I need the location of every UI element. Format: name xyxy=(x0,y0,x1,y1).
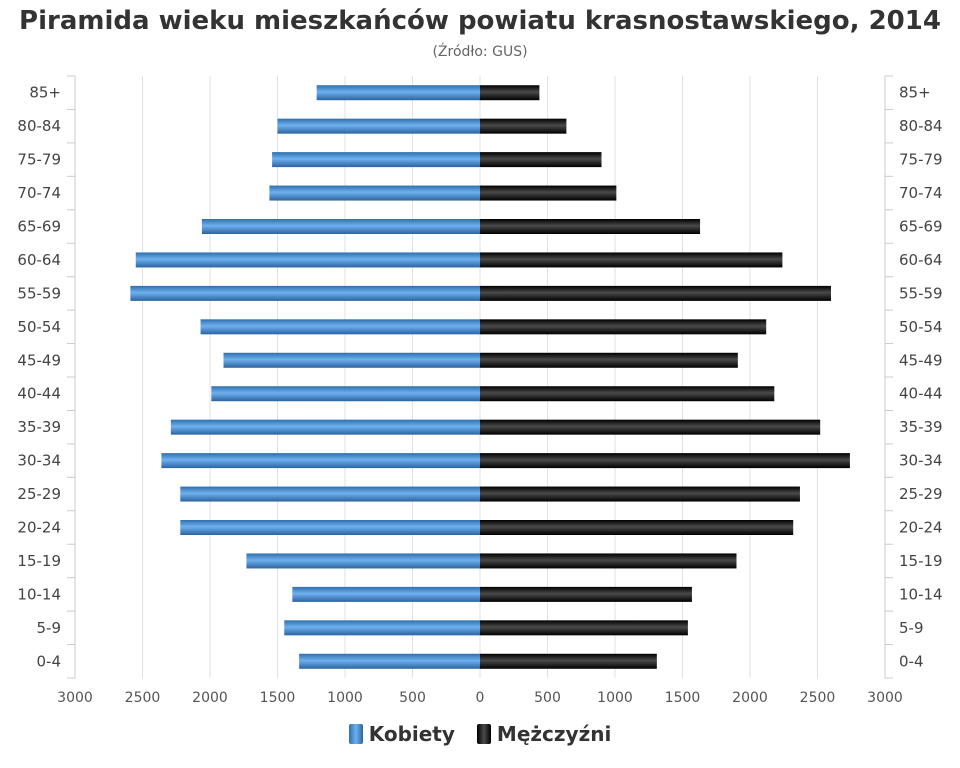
category-label-left: 5-9 xyxy=(37,619,62,637)
bar-mezczyzni xyxy=(480,520,794,535)
category-label-left: 15-19 xyxy=(17,552,61,570)
x-tick-label: 2500 xyxy=(800,690,836,706)
legend-label-kobiety: Kobiety xyxy=(368,722,455,746)
category-label-right: 35-39 xyxy=(899,418,943,436)
bar-kobiety xyxy=(211,386,480,402)
category-label-left: 70-74 xyxy=(17,184,61,202)
bar-mezczyzni xyxy=(480,152,602,168)
bar-kobiety xyxy=(316,85,480,101)
bar-mezczyzni xyxy=(480,219,701,234)
category-label-left: 80-84 xyxy=(17,117,61,135)
bar-mezczyzni xyxy=(480,85,540,101)
category-label-right: 30-34 xyxy=(899,452,943,470)
legend-item-kobiety[interactable]: Kobiety xyxy=(348,722,455,746)
category-label-right: 20-24 xyxy=(899,519,943,537)
category-label-left: 55-59 xyxy=(17,284,61,302)
bar-kobiety xyxy=(201,219,480,234)
category-label-left: 60-64 xyxy=(17,251,61,269)
bar-mezczyzni xyxy=(480,386,775,402)
x-tick-label: 1000 xyxy=(597,690,633,706)
bar-mezczyzni xyxy=(480,118,567,134)
chart-subtitle: (Źródło: GUS) xyxy=(432,44,528,60)
category-label-right: 70-74 xyxy=(899,184,943,202)
category-label-right: 5-9 xyxy=(899,619,924,637)
bar-kobiety xyxy=(161,453,480,469)
category-label-left: 10-14 xyxy=(17,585,61,603)
category-label-right: 60-64 xyxy=(899,251,943,269)
category-label-right: 85+ xyxy=(899,84,931,102)
bar-mezczyzni xyxy=(480,319,767,335)
category-label-left: 0-4 xyxy=(37,652,62,670)
bar-kobiety xyxy=(292,586,480,602)
category-label-right: 80-84 xyxy=(899,117,943,135)
legend-swatch-kobiety xyxy=(348,724,363,744)
category-label-right: 55-59 xyxy=(899,284,943,302)
bar-kobiety xyxy=(180,486,481,502)
bar-mezczyzni xyxy=(480,419,821,435)
bar-mezczyzni xyxy=(480,486,800,502)
bar-mezczyzni xyxy=(480,285,831,301)
bar-kobiety xyxy=(246,553,480,569)
category-label-right: 65-69 xyxy=(899,218,943,236)
bar-mezczyzni xyxy=(480,586,692,602)
category-label-right: 0-4 xyxy=(899,652,924,670)
x-tick-label: 500 xyxy=(399,690,426,706)
bar-kobiety xyxy=(170,419,480,435)
x-tick-label: 3000 xyxy=(867,690,903,706)
bar-kobiety xyxy=(299,653,480,669)
bar-kobiety xyxy=(135,252,480,268)
legend: Kobiety Mężczyźni xyxy=(0,722,960,746)
bar-kobiety xyxy=(284,620,480,636)
x-tick-label: 2000 xyxy=(732,690,768,706)
bar-mezczyzni xyxy=(480,453,850,469)
x-tick-label: 3000 xyxy=(57,690,93,706)
bar-kobiety xyxy=(130,285,480,301)
bar-mezczyzni xyxy=(480,653,657,669)
category-label-right: 75-79 xyxy=(899,151,943,169)
bar-kobiety xyxy=(272,152,480,168)
category-label-right: 25-29 xyxy=(899,485,943,503)
x-tick-label: 0 xyxy=(476,690,485,706)
chart-title: Piramida wieku mieszkańców powiatu krasn… xyxy=(19,6,941,36)
category-label-left: 20-24 xyxy=(17,519,61,537)
category-label-right: 45-49 xyxy=(899,351,943,369)
x-tick-label: 2500 xyxy=(125,690,161,706)
category-label-right: 10-14 xyxy=(899,585,943,603)
bar-kobiety xyxy=(223,352,480,368)
x-tick-label: 1500 xyxy=(665,690,701,706)
x-tick-label: 1500 xyxy=(260,690,296,706)
category-label-left: 85+ xyxy=(29,84,61,102)
category-label-left: 25-29 xyxy=(17,485,61,503)
category-label-right: 40-44 xyxy=(899,385,943,403)
x-tick-label: 1000 xyxy=(327,690,363,706)
legend-swatch-mezczyzni xyxy=(476,724,491,744)
category-label-left: 35-39 xyxy=(17,418,61,436)
bar-kobiety xyxy=(200,319,481,335)
category-label-left: 40-44 xyxy=(17,385,61,403)
x-tick-label: 500 xyxy=(534,690,561,706)
bar-kobiety xyxy=(269,185,480,201)
category-label-left: 30-34 xyxy=(17,452,61,470)
legend-item-mezczyzni[interactable]: Mężczyźni xyxy=(476,722,612,746)
bar-kobiety xyxy=(277,118,480,134)
bar-mezczyzni xyxy=(480,553,737,569)
x-tick-label: 2000 xyxy=(192,690,228,706)
bar-kobiety xyxy=(180,520,481,535)
category-label-left: 65-69 xyxy=(17,218,61,236)
category-label-left: 45-49 xyxy=(17,351,61,369)
bar-mezczyzni xyxy=(480,352,738,368)
category-label-left: 50-54 xyxy=(17,318,61,336)
bar-mezczyzni xyxy=(480,252,783,268)
category-label-right: 50-54 xyxy=(899,318,943,336)
bar-mezczyzni xyxy=(480,185,617,201)
legend-label-mezczyzni: Mężczyźni xyxy=(496,722,612,746)
category-label-right: 15-19 xyxy=(899,552,943,570)
category-label-left: 75-79 xyxy=(17,151,61,169)
bar-mezczyzni xyxy=(480,620,688,636)
